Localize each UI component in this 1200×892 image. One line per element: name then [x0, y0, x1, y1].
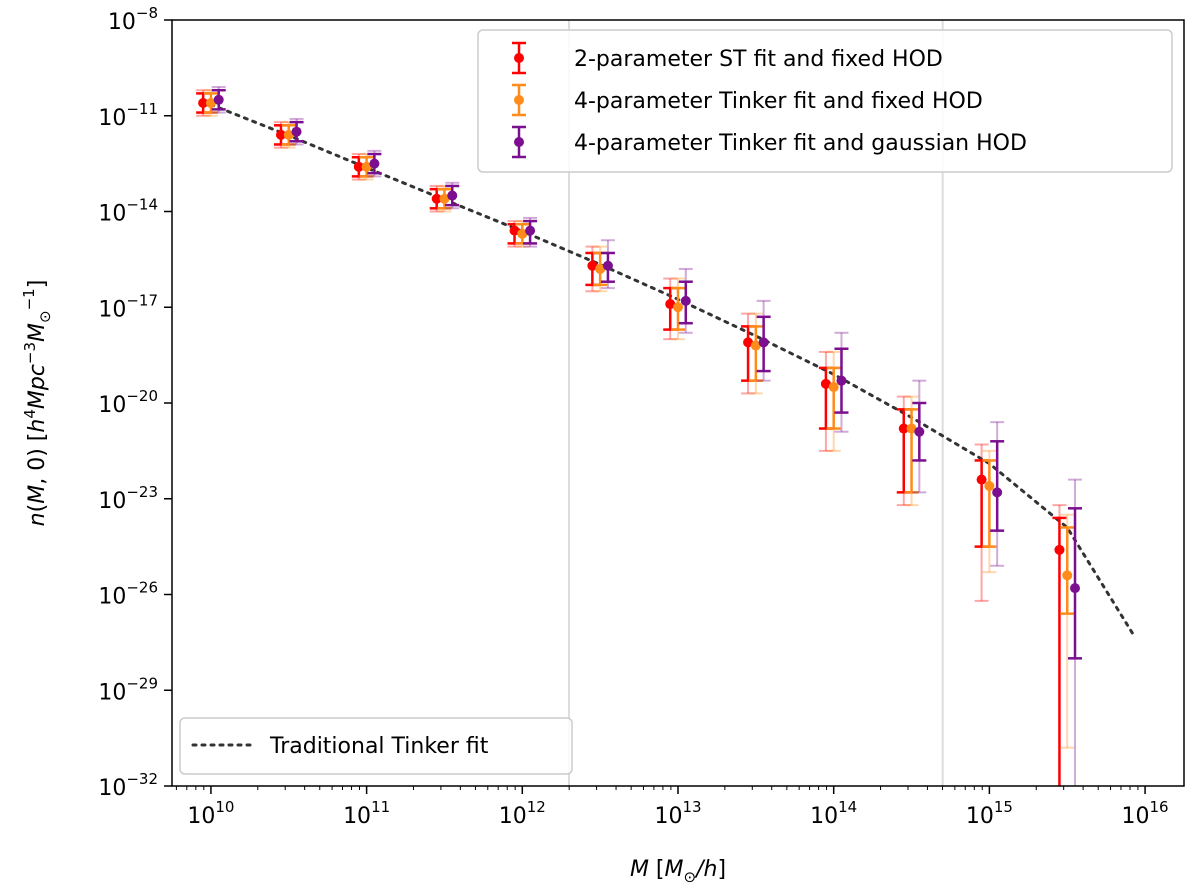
data-point	[680, 295, 691, 306]
series-2	[203, 89, 1075, 749]
y-axis-label: n(M, 0) [h4Mpc−3M⊙−1]	[20, 280, 54, 527]
x-tick-label: 1011	[343, 798, 390, 829]
legend-frame	[179, 717, 573, 775]
legend-bottom-left: Traditional Tinker fit	[179, 717, 573, 775]
data-point	[898, 423, 909, 434]
legend-label: Traditional Tinker fit	[269, 734, 489, 759]
data-point	[447, 190, 458, 201]
y-tick-label: 10−23	[98, 483, 158, 514]
series-layer	[196, 86, 1083, 786]
data-point	[665, 299, 676, 310]
legend-frame	[477, 29, 1173, 173]
series-1	[196, 89, 1067, 786]
y-tick-label: 10−20	[98, 387, 158, 418]
data-point	[205, 97, 216, 108]
series-3	[211, 86, 1083, 786]
legend-label: 4-parameter Tinker fit and gaussian HOD	[574, 131, 1027, 156]
data-point	[673, 302, 683, 313]
legend-entry: 4-parameter Tinker fit and gaussian HOD	[512, 125, 1027, 159]
legend-entry: 2-parameter ST fit and fixed HOD	[512, 41, 943, 75]
data-point	[743, 337, 754, 348]
legend-label: 4-parameter Tinker fit and fixed HOD	[574, 89, 983, 114]
data-point	[525, 225, 536, 236]
y-tick-label: 10−32	[98, 770, 158, 801]
data-point	[431, 193, 442, 204]
y-tick-label: 10−17	[98, 291, 158, 322]
y-tick-label: 10−11	[98, 100, 158, 131]
data-point	[353, 161, 364, 172]
legend-entry: 4-parameter Tinker fit and fixed HOD	[512, 83, 983, 117]
data-point	[976, 474, 987, 485]
data-point	[820, 378, 831, 389]
data-point	[587, 260, 598, 271]
y-tick-label: 10−14	[98, 196, 158, 227]
y-tick-label: 10−8	[108, 4, 158, 35]
x-tick-label: 1016	[1122, 798, 1169, 829]
data-point	[595, 263, 606, 274]
x-axis-label: M [M⊙/h]	[630, 857, 726, 886]
legend-entry: Traditional Tinker fit	[191, 734, 489, 759]
data-point	[283, 129, 294, 140]
data-point	[213, 94, 224, 105]
y-tick-label: 10−29	[98, 674, 158, 705]
data-point	[198, 97, 209, 108]
legend-top-right: 2-parameter ST fit and fixed HOD 4-parame…	[477, 29, 1173, 173]
y-tick-label: 10−26	[98, 579, 158, 610]
x-tick-label: 1015	[966, 798, 1013, 829]
x-tick-label: 1010	[187, 798, 234, 829]
data-point	[1062, 570, 1073, 581]
data-point	[1070, 583, 1081, 594]
data-point	[1054, 544, 1065, 555]
data-point	[914, 426, 925, 437]
data-point	[906, 423, 917, 434]
data-point	[361, 161, 372, 172]
x-tick-label: 1014	[810, 798, 857, 829]
data-point	[750, 340, 761, 351]
data-point	[509, 225, 520, 236]
x-tick-label: 1012	[499, 798, 546, 829]
data-point	[758, 337, 769, 348]
data-point	[439, 193, 450, 204]
data-point	[275, 129, 286, 140]
x-tick-label: 1013	[654, 798, 701, 829]
legend-point-marker	[514, 95, 524, 105]
data-point	[369, 158, 380, 169]
data-point	[984, 480, 995, 491]
axes: 1010 1011 1012 1013 1014 1015 1016 10−8 10−11 10−…	[98, 4, 1185, 829]
data-point	[517, 228, 528, 239]
data-point	[602, 260, 613, 271]
data-point	[992, 487, 1003, 498]
data-point	[828, 382, 839, 393]
legend-label: 2-parameter ST fit and fixed HOD	[574, 47, 943, 72]
legend-point-marker	[514, 53, 524, 63]
data-point	[291, 126, 302, 137]
legend-point-marker	[514, 137, 524, 147]
data-point	[836, 375, 847, 386]
